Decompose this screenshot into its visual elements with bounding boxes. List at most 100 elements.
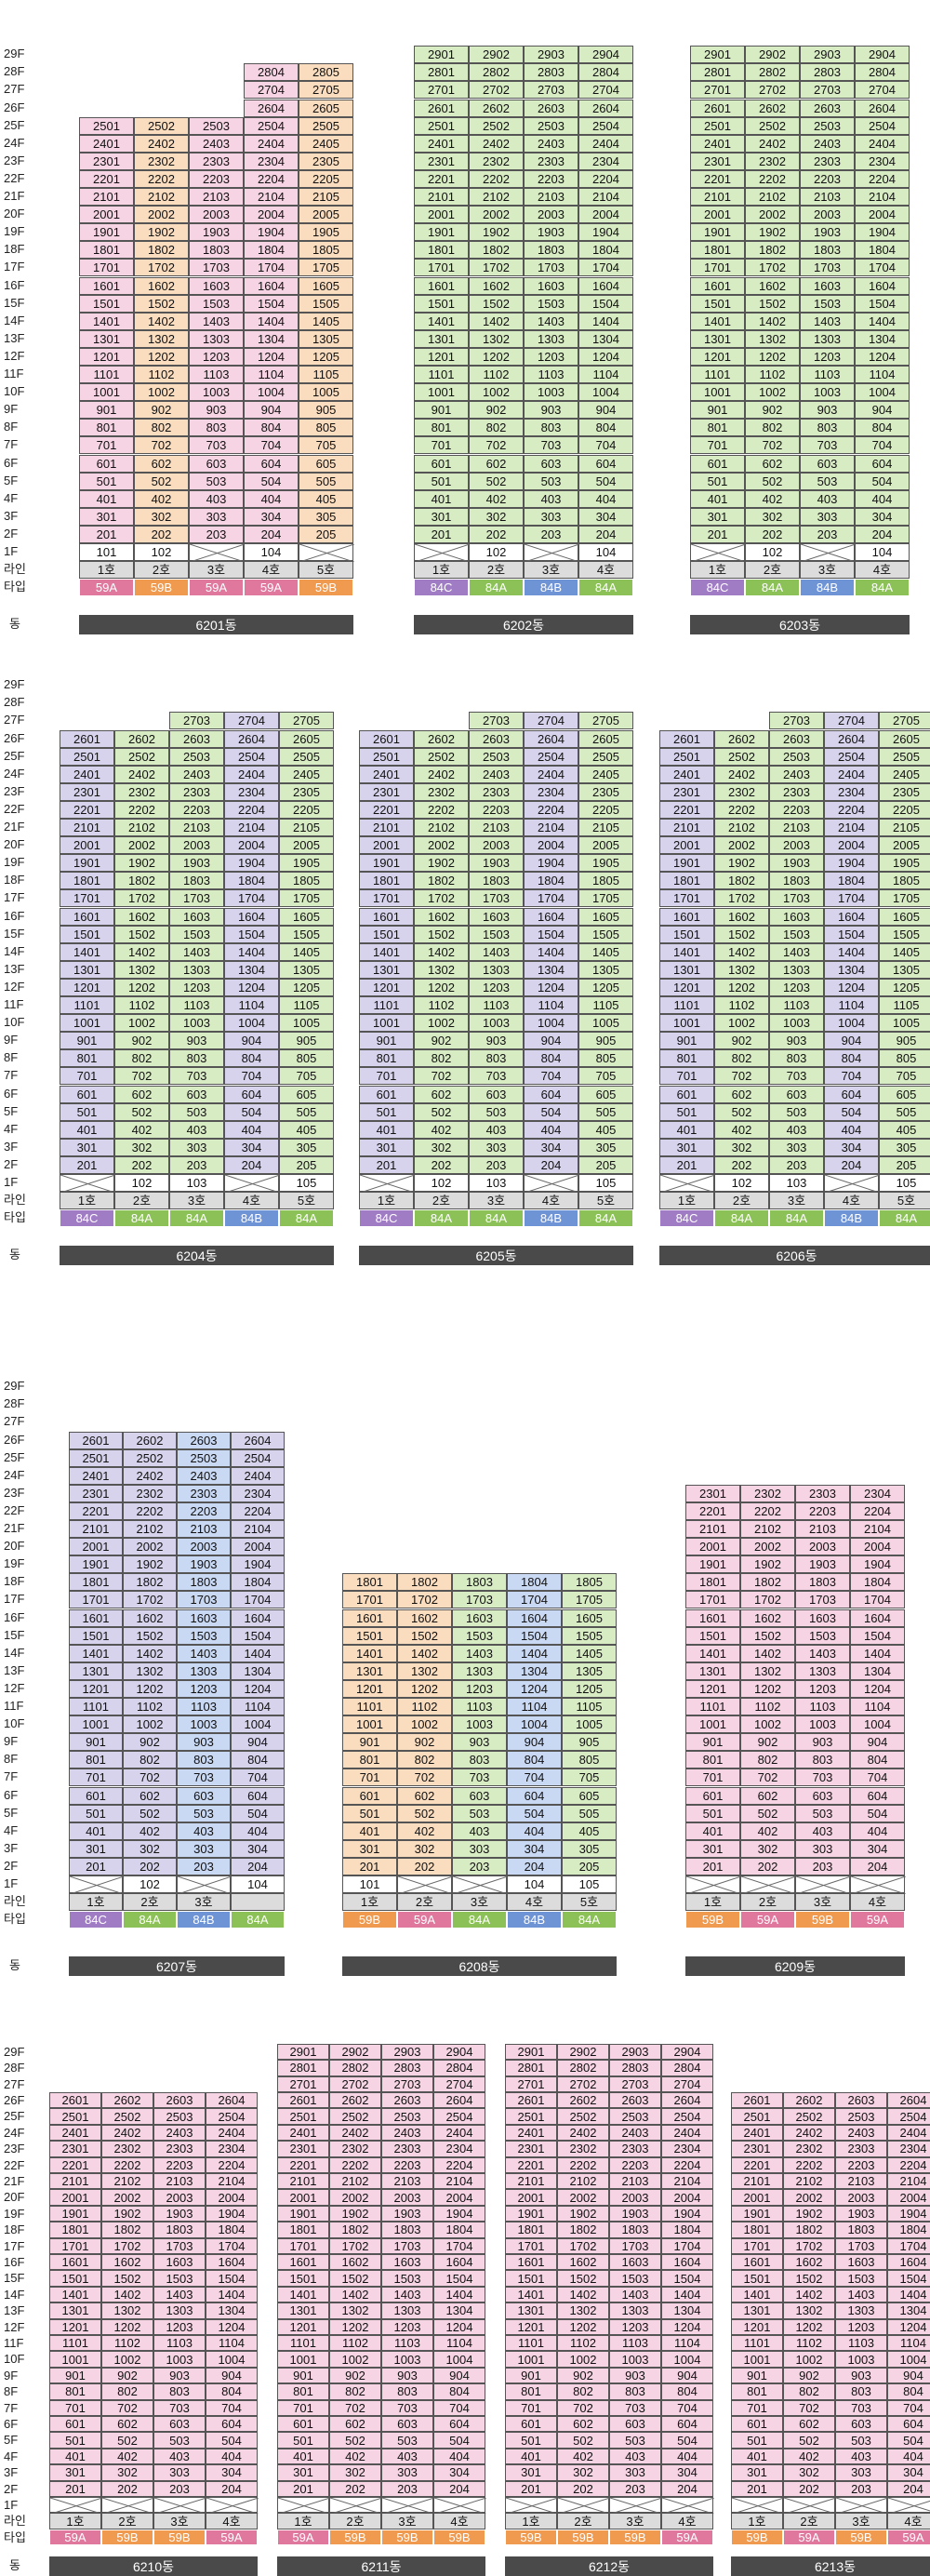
unit-cell: 903	[469, 1032, 524, 1050]
unit-cell: 2405	[299, 134, 353, 153]
unit-cell: 1603	[177, 1608, 231, 1627]
unit-cell: 1402	[557, 2286, 609, 2303]
unit-cell: 2504	[887, 2108, 930, 2125]
unit-cell: 604	[433, 2416, 485, 2433]
unit-cell: 1104	[433, 2335, 485, 2352]
unit-cell: 1205	[299, 347, 353, 366]
unit-cell: 605	[299, 454, 353, 473]
unit-type-badge: 59A	[397, 1911, 452, 1929]
unit-cell: 2804	[244, 63, 299, 82]
unit-cell: 604	[206, 2416, 258, 2433]
unit-cell: 1604	[524, 907, 578, 926]
unit-cell: 1803	[177, 1573, 231, 1592]
unit-cell: 601	[685, 1786, 740, 1805]
unit-cell: 503	[469, 1102, 524, 1121]
unit-cell: 1404	[433, 2286, 485, 2303]
unit-cell: 1602	[101, 2254, 153, 2271]
unit-cell: 403	[800, 489, 855, 508]
unit-cell: 804	[507, 1751, 562, 1769]
unit-cell: 501	[69, 1804, 123, 1822]
unit-cell: 1904	[578, 223, 633, 242]
unit-cell: 2302	[134, 152, 189, 170]
unit-cell: 1201	[414, 347, 469, 366]
unit-cell: 1204	[850, 1679, 905, 1698]
unit-cell: 2204	[824, 800, 879, 819]
unit-cell: 1904	[524, 854, 578, 873]
unit-cell: 501	[659, 1102, 714, 1121]
unit-cell: 2503	[524, 116, 578, 135]
unit-type-badge: 84A	[169, 1209, 224, 1228]
unit-cell: 1703	[800, 259, 855, 277]
unit-cell: 703	[177, 1768, 231, 1787]
unit-cell: 2002	[469, 206, 524, 224]
unit-cell: 2502	[557, 2108, 609, 2125]
unit-cell: 803	[381, 2383, 433, 2400]
unit-type-badge: 59A	[49, 2529, 101, 2546]
unit-cell: 2704	[524, 712, 578, 730]
floor-label: 3F	[4, 1139, 19, 1154]
unit-cell: 1802	[783, 2222, 835, 2238]
unit-cell: 605	[578, 1085, 633, 1103]
unit-cell: 1402	[469, 312, 524, 330]
floor-label: 4F	[4, 490, 19, 505]
unit-cell: 1405	[879, 942, 930, 961]
floor-label: 25F	[4, 117, 25, 132]
floor-label: 25F	[4, 1449, 25, 1464]
unit-cell: 404	[231, 1822, 285, 1840]
unit-cell: 1901	[277, 2205, 329, 2222]
unit-cell: 2403	[800, 134, 855, 153]
floor-label: 15F	[4, 2271, 25, 2286]
unit-cell: 1903	[769, 854, 824, 873]
unit-cell: 2903	[381, 2043, 433, 2061]
unit-cell: 1401	[60, 942, 114, 961]
unit-cell: 2202	[745, 169, 800, 188]
unit-cell: 905	[879, 1032, 930, 1050]
empty-unit-cross	[795, 1875, 851, 1895]
unit-cell: 202	[134, 525, 189, 543]
floor-label: 20F	[4, 837, 25, 852]
unit-cell: 1602	[329, 2254, 381, 2271]
unit-cell: 2504	[433, 2108, 485, 2125]
unit-cell: 305	[562, 1839, 617, 1858]
unit-cell: 2202	[714, 800, 769, 819]
empty-unit-cross	[206, 2497, 259, 2515]
unit-cell: 1204	[244, 347, 299, 366]
unit-cell: 1902	[557, 2205, 609, 2222]
unit-cell: 2403	[469, 765, 524, 783]
unit-cell: 1205	[578, 978, 633, 996]
unit-type-badge: 59B	[609, 2529, 661, 2546]
type-row-label: 타입	[4, 2529, 26, 2544]
unit-cell: 1003	[469, 1014, 524, 1033]
unit-cell: 1402	[101, 2286, 153, 2303]
unit-cell: 1703	[469, 889, 524, 908]
unit-cell: 902	[783, 2367, 835, 2384]
unit-cell: 2305	[279, 782, 334, 801]
unit-cell: 1702	[557, 2237, 609, 2254]
unit-cell: 304	[850, 1839, 905, 1858]
unit-cell: 1102	[469, 366, 524, 384]
unit-cell: 902	[745, 401, 800, 420]
unit-cell: 301	[690, 507, 745, 526]
unit-cell: 201	[505, 2480, 557, 2497]
unit-cell: 1701	[342, 1591, 397, 1609]
unit-cell: 603	[524, 454, 578, 473]
unit-cell: 2103	[609, 2173, 661, 2190]
unit-cell: 1101	[69, 1698, 123, 1716]
unit-cell: 2503	[769, 747, 824, 766]
unit-cell: 1501	[505, 2270, 557, 2287]
unit-cell: 2004	[244, 206, 299, 224]
unit-cell: 2002	[329, 2189, 381, 2206]
unit-cell: 2104	[224, 819, 279, 837]
unit-cell: 2703	[469, 712, 524, 730]
unit-cell: 2804	[855, 63, 910, 82]
unit-cell: 401	[79, 489, 134, 508]
unit-cell: 704	[850, 1768, 905, 1787]
unit-cell: 1802	[469, 241, 524, 260]
unit-cell: 2104	[524, 819, 578, 837]
unit-cell: 1704	[206, 2237, 258, 2254]
unit-cell: 1002	[557, 2351, 609, 2368]
unit-cell: 1405	[562, 1644, 617, 1662]
unit-cell: 804	[433, 2383, 485, 2400]
unit-cell: 2602	[123, 1431, 177, 1449]
floor-label: 27F	[4, 82, 25, 97]
